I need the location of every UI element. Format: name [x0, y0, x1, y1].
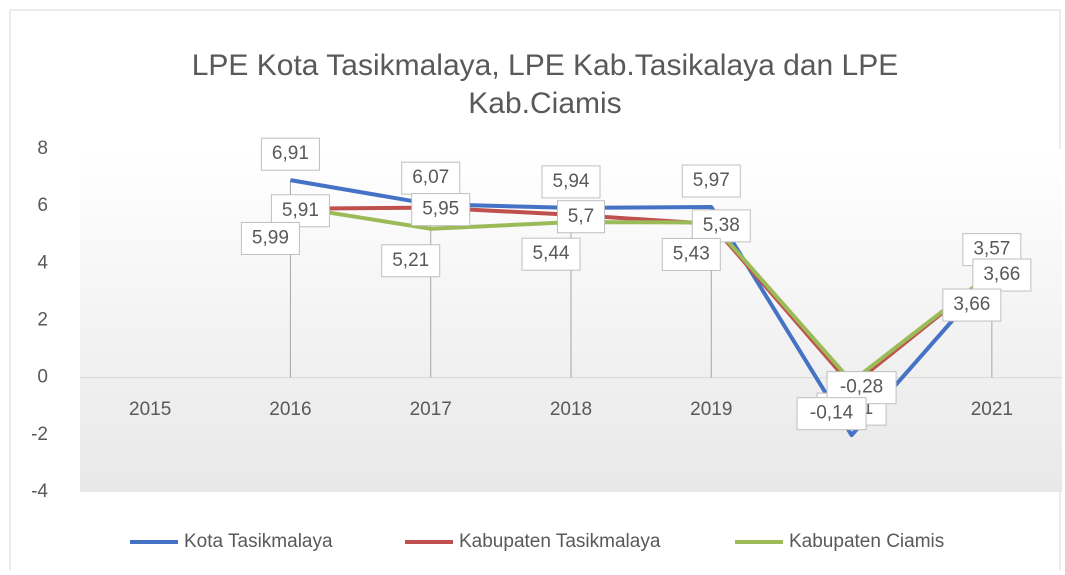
data-label-box: [942, 288, 1002, 322]
data-label-box: [401, 161, 461, 195]
y-tick-label: 6: [37, 195, 48, 216]
data-label-box: [681, 164, 741, 198]
data-label-box: [796, 397, 867, 431]
data-label-box: [381, 244, 441, 278]
data-label: 3,66: [983, 264, 1020, 285]
y-tick-label: 0: [37, 367, 48, 388]
data-label: 5,94: [553, 171, 590, 192]
series-line: [290, 205, 994, 388]
legend-label: Kota Tasikmalaya: [184, 531, 333, 552]
data-label-box: [557, 200, 605, 234]
data-label: 5,44: [533, 243, 570, 264]
x-tick-label: 2019: [690, 399, 732, 420]
y-tick-label: -4: [31, 481, 48, 502]
legend-label: Kabupaten Tasikmalaya: [459, 531, 661, 552]
data-label: 3,66: [953, 294, 990, 315]
title-line: LPE Kota Tasikmalaya, LPE Kab.Tasikalaya…: [192, 49, 899, 82]
data-label: 5,21: [392, 250, 429, 271]
chart-title: LPE Kota Tasikmalaya, LPE Kab.Tasikalaya…: [192, 49, 899, 120]
title-line: Kab.Ciamis: [468, 87, 621, 120]
data-label: 5,97: [693, 170, 730, 191]
data-label-box: [972, 258, 1032, 292]
legend-label: Kabupaten Ciamis: [789, 531, 944, 552]
data-label-box: [691, 209, 751, 243]
series-line: [290, 204, 994, 384]
data-label: 5,7: [568, 206, 594, 227]
data-label: 5,38: [703, 215, 740, 236]
data-label: 5,43: [673, 243, 710, 264]
x-tick-label: 2018: [550, 399, 592, 420]
data-label: 5,99: [252, 227, 289, 248]
y-tick-label: -2: [31, 424, 48, 445]
data-label: 6,91: [272, 143, 309, 164]
data-label: 6,07: [412, 167, 449, 188]
y-tick-label: 8: [37, 138, 48, 159]
x-tick-label: 2016: [269, 399, 311, 420]
y-tick-label: 4: [37, 252, 48, 273]
data-label: -0,14: [810, 403, 854, 424]
data-label: 5,95: [422, 199, 459, 220]
data-label-box: [661, 237, 721, 271]
x-tick-label: 2015: [129, 399, 171, 420]
y-tick-label: 2: [37, 310, 48, 331]
data-label: 3,57: [973, 239, 1010, 260]
data-label-box: [260, 137, 320, 171]
data-label-box: [521, 237, 581, 271]
x-tick-label: 2017: [410, 399, 452, 420]
x-tick-label: 2021: [971, 399, 1013, 420]
data-label: -0,28: [840, 377, 883, 398]
data-label-box: [541, 165, 601, 199]
data-label-box: [411, 193, 471, 227]
data-label: 5,91: [282, 200, 319, 221]
data-label-box: [240, 221, 300, 255]
data-label-box: [270, 194, 330, 228]
